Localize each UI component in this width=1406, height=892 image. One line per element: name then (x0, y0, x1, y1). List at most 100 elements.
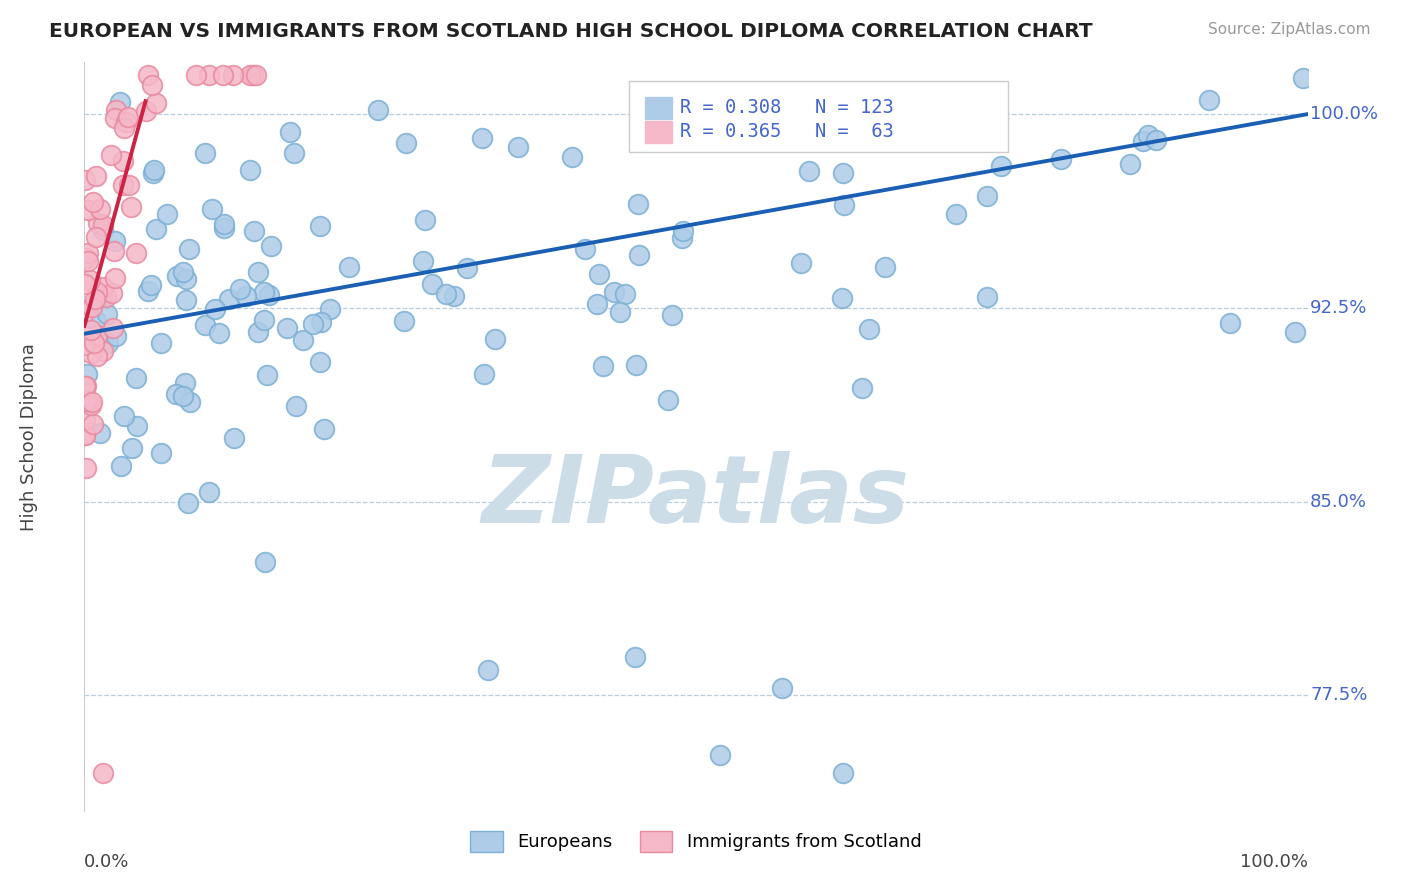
Point (165, 387, 187, 401)
Point (456, 260, 478, 275)
Point (177, 495, 200, 509)
Point (471, 130, 494, 145)
Point (73, 413, 96, 427)
Point (609, 305, 631, 319)
Point (80, 395, 103, 409)
Point (858, 322, 880, 336)
Point (831, 291, 853, 305)
Point (177, 243, 200, 257)
Point (312, 422, 335, 436)
Point (412, 254, 434, 268)
Text: R = 0.308   N = 123: R = 0.308 N = 123 (681, 98, 894, 117)
Point (111, 178, 134, 193)
Point (91, 279, 114, 293)
Point (420, 277, 443, 292)
Point (276, 320, 298, 334)
Point (82, 195, 104, 210)
Point (239, 68, 262, 82)
Point (184, 68, 207, 82)
Point (73, 428, 96, 442)
Point (661, 308, 683, 322)
Point (257, 287, 280, 301)
Point (76, 393, 98, 408)
Point (80, 345, 103, 359)
Point (208, 326, 231, 341)
Point (990, 159, 1012, 173)
Point (434, 287, 457, 301)
Point (201, 202, 224, 216)
Point (83, 292, 105, 306)
Point (89, 425, 111, 440)
Point (112, 154, 135, 169)
Point (124, 371, 146, 385)
Point (179, 395, 201, 409)
Point (138, 68, 160, 82)
Point (112, 409, 135, 423)
Point (603, 285, 626, 299)
Point (588, 268, 610, 282)
Point (105, 329, 128, 343)
Point (671, 224, 693, 238)
Text: 85.0%: 85.0% (1310, 492, 1367, 511)
Point (1219, 316, 1241, 330)
Point (873, 260, 896, 275)
Point (283, 145, 305, 160)
Point (253, 285, 276, 300)
Point (75, 379, 97, 393)
Point (1144, 133, 1167, 147)
Point (790, 256, 813, 270)
Bar (644, 97, 672, 120)
Point (150, 446, 173, 460)
Point (174, 376, 197, 390)
Point (392, 314, 415, 328)
Point (222, 431, 245, 445)
Point (77, 203, 100, 218)
Point (302, 318, 325, 332)
Point (309, 219, 332, 233)
Point (204, 302, 226, 317)
Point (253, 312, 276, 326)
Point (256, 368, 278, 383)
Point (243, 223, 266, 237)
Point (150, 336, 173, 351)
Point (949, 110, 972, 124)
Point (86, 327, 108, 342)
Text: ZIPatlas: ZIPatlas (482, 451, 910, 543)
Text: EUROPEAN VS IMMIGRANTS FROM SCOTLAND HIGH SCHOOL DIPLOMA CORRELATION CHART: EUROPEAN VS IMMIGRANTS FROM SCOTLAND HIG… (49, 22, 1092, 41)
Text: 77.5%: 77.5% (1310, 687, 1368, 705)
Point (443, 288, 465, 302)
Point (104, 111, 127, 125)
Point (624, 358, 647, 372)
Point (91, 223, 114, 237)
Text: 100.0%: 100.0% (1240, 853, 1308, 871)
Point (145, 96, 167, 111)
Point (73, 172, 96, 186)
Point (212, 68, 235, 82)
Point (194, 318, 217, 333)
Point (105, 103, 128, 117)
Point (831, 766, 853, 780)
Point (309, 315, 332, 329)
Point (222, 68, 245, 82)
Point (114, 115, 136, 129)
Point (82, 300, 104, 314)
Point (141, 78, 163, 92)
Point (73, 306, 96, 320)
Point (84, 169, 107, 183)
Point (1136, 128, 1159, 142)
Point (671, 231, 693, 245)
Point (198, 485, 221, 500)
Point (770, 681, 793, 695)
Point (75, 461, 97, 475)
Point (166, 268, 188, 283)
Point (104, 271, 127, 285)
Point (176, 293, 198, 307)
Point (508, 140, 530, 154)
Point (86, 285, 108, 299)
Point (1284, 325, 1306, 339)
Point (337, 260, 360, 275)
Point (103, 244, 125, 258)
Point (242, 68, 264, 82)
Point (709, 747, 731, 762)
Point (472, 367, 495, 381)
